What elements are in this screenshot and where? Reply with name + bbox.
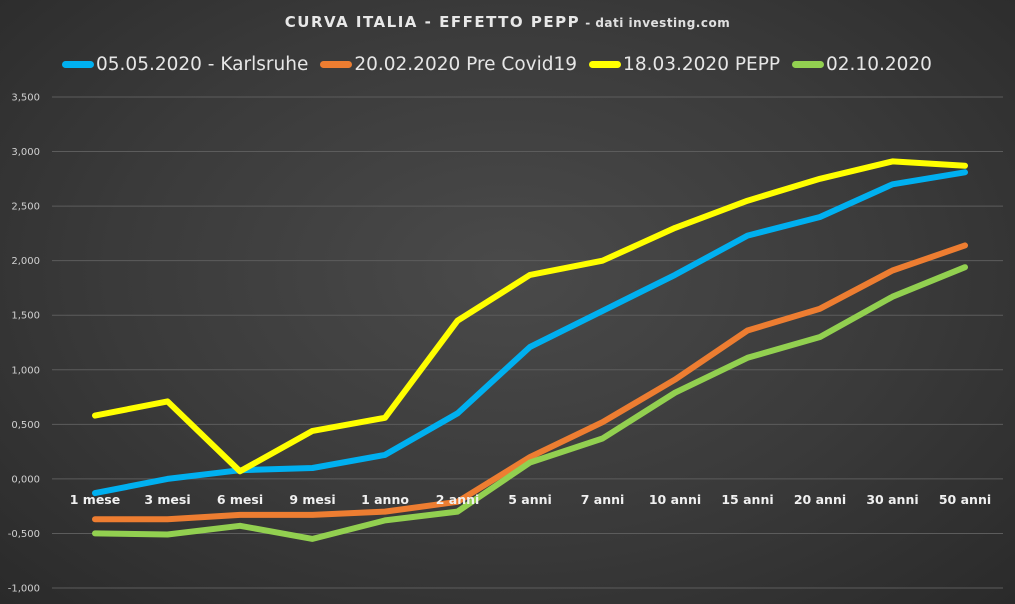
- legend-item: 18.03.2020 PEPP: [589, 54, 780, 75]
- y-tick-label: -0,500: [8, 529, 40, 540]
- x-tick-label: 15 anni: [721, 492, 773, 507]
- chart-title: CURVA ITALIA - EFFETTO PEPP: [284, 13, 581, 31]
- y-tick-label: 2,500: [11, 202, 40, 213]
- x-tick-label: 30 anni: [866, 492, 918, 507]
- y-tick-label: 3,000: [11, 147, 40, 158]
- chart-title-row: CURVA ITALIA - EFFETTO PEPP - dati inves…: [0, 12, 1015, 31]
- legend-item: 02.10.2020: [792, 54, 932, 75]
- series-line-3: [92, 158, 968, 475]
- y-axis-ticks: -1,000 -0,500 0,000 0,500 1,000 1,500 2,000 2,5…: [8, 93, 40, 595]
- chart-legend: 05.05.2020 - Karlsruhe 20.02.2020 Pre Cov…: [62, 50, 944, 78]
- legend-label: 20.02.2020 Pre Covid19: [354, 53, 578, 75]
- y-tick-label: -1,000: [8, 584, 40, 595]
- y-tick-label: 0,000: [11, 474, 40, 485]
- y-tick-label: 1,000: [11, 365, 40, 376]
- x-tick-label: 50 anni: [939, 492, 991, 507]
- legend-item: 20.02.2020 Pre Covid19: [320, 54, 577, 75]
- chart-series: [92, 158, 968, 542]
- y-tick-label: 1,500: [11, 311, 40, 322]
- x-tick-label: 6 mesi: [217, 492, 263, 507]
- series-line-2: [92, 242, 968, 523]
- legend-label: 02.10.2020: [826, 53, 932, 75]
- chart-grid: [52, 96, 1003, 589]
- legend-label: 05.05.2020 - Karlsruhe: [96, 53, 309, 75]
- x-tick-label: 7 anni: [581, 492, 625, 507]
- legend-swatch: [589, 60, 622, 68]
- legend-item: 05.05.2020 - Karlsruhe: [62, 54, 308, 75]
- y-tick-label: 0,500: [11, 420, 40, 431]
- x-tick-label: 1 mese: [70, 492, 120, 507]
- legend-swatch: [320, 60, 353, 68]
- x-tick-label: 20 anni: [794, 492, 846, 507]
- legend-swatch: [62, 60, 94, 68]
- x-axis-ticks: 1 mese 3 mesi 6 mesi 9 mesi 1 anno 2 anni 5 an…: [70, 492, 991, 507]
- series-line-4: [92, 264, 968, 542]
- x-tick-label: 10 anni: [649, 492, 701, 507]
- y-tick-label: 3,500: [11, 93, 40, 104]
- chart-subtitle: - dati investing.com: [585, 16, 731, 30]
- x-tick-label: 5 anni: [508, 492, 552, 507]
- series-line-1: [92, 169, 968, 497]
- x-tick-label: 1 anno: [361, 492, 409, 507]
- x-tick-label: 3 mesi: [144, 492, 190, 507]
- x-tick-label: 9 mesi: [289, 492, 335, 507]
- legend-label: 18.03.2020 PEPP: [623, 53, 781, 75]
- x-tick-label: 2 anni: [436, 492, 480, 507]
- y-tick-label: 2,000: [11, 256, 40, 267]
- legend-swatch: [792, 60, 825, 68]
